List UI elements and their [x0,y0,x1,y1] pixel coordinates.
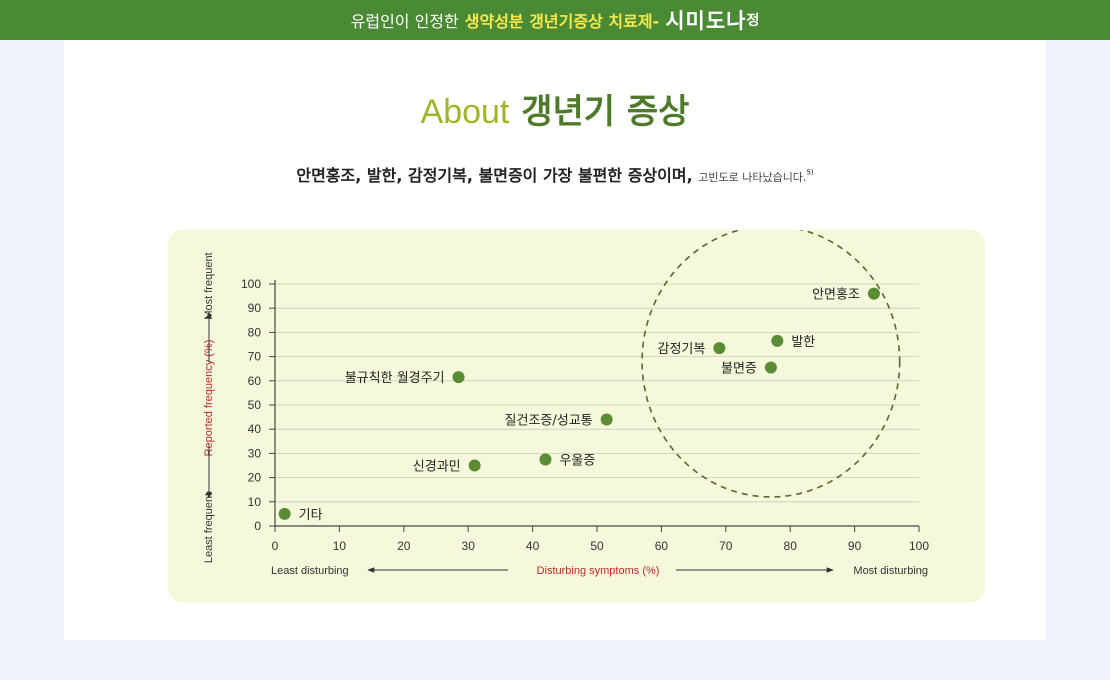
y-tick-label: 100 [241,277,261,291]
data-point [468,459,481,472]
x-tick-label: 0 [272,539,279,553]
data-point-label: 안면홍조 [812,288,860,303]
y-tick-label: 10 [248,495,262,509]
x-axis-title: Disturbing symptoms (%) [537,565,660,577]
subtitle-small: 고빈도로 나타났습니다. [698,171,807,184]
x-tick-label: 70 [719,539,733,553]
banner-brand: 시미도나 [665,9,747,33]
x-tick-label: 30 [462,539,476,553]
x-axis-right-label: Most disturbing [853,565,928,577]
subtitle-main: 안면홍조, 발한, 감정기복, 불면증이 가장 불편한 증상이며, [296,166,693,185]
data-point [764,361,777,374]
y-axis-top-label: Most frequent [203,252,215,319]
x-tick-label: 90 [848,539,862,553]
subtitle-reference: 5) [806,168,814,177]
y-tick-label: 80 [248,325,262,339]
x-tick-label: 50 [590,539,604,553]
y-tick-label: 70 [248,350,262,364]
title-about: About [420,93,510,131]
y-tick-label: 50 [248,398,262,412]
data-point [867,287,880,300]
x-tick-label: 40 [526,539,540,553]
data-point [539,453,552,466]
data-point [452,371,465,384]
top-banner: 유럽인이 인정한 생약성분 갱년기증상 치료제- 시미도나 정 [0,0,1110,40]
banner-highlight: 생약성분 갱년기증상 치료제- [464,12,660,31]
data-point [771,334,784,347]
banner-brand-suffix: 정 [746,13,760,29]
chart-panel: 0 10 20 30 40 50 60 70 80 90 100 0 10 20 30 40 50 60 70 80 9… [168,230,985,602]
data-point [600,413,613,426]
y-tick-label: 30 [248,446,262,460]
page-subtitle: 안면홍조, 발한, 감정기복, 불면증이 가장 불편한 증상이며, 고빈도로 나… [0,162,1110,186]
y-axis-bottom-label: Least frequent [203,493,215,563]
y-tick-label: 60 [248,374,262,388]
y-tick-label: 40 [248,422,262,436]
highlight-circle [641,230,901,498]
data-point-label: 질건조증/성교통 [505,414,593,429]
data-point-label: 신경과민 [413,460,461,475]
data-point [278,507,291,520]
x-tick-label: 10 [333,539,347,553]
x-axis-left-label: Least disturbing [271,565,349,577]
banner-prefix: 유럽인이 인정한 [350,12,459,31]
y-tick-label: 0 [254,519,261,533]
data-point-label: 감정기복 [658,342,706,357]
data-point-label: 불면증 [721,361,757,376]
page-title: About 갱년기 증상 [0,84,1110,133]
x-tick-label: 80 [784,539,798,553]
y-axis-title: Reported frequency (%) [203,340,215,457]
x-tick-label: 20 [397,539,411,553]
data-point-label: 우울증 [559,453,595,468]
data-point-label: 발한 [791,335,815,350]
data-point-label: 기타 [299,508,323,523]
y-tick-label: 20 [248,471,262,485]
x-tick-label: 100 [909,539,929,553]
scatter-chart: 0 10 20 30 40 50 60 70 80 90 100 0 10 20 30 40 50 60 70 80 9… [203,230,929,577]
title-korean: 갱년기 증상 [521,92,690,132]
x-tick-label: 60 [655,539,669,553]
data-point [713,342,726,355]
y-tick-label: 90 [248,301,262,315]
data-point-label: 불규칙한 월경주기 [345,371,445,386]
